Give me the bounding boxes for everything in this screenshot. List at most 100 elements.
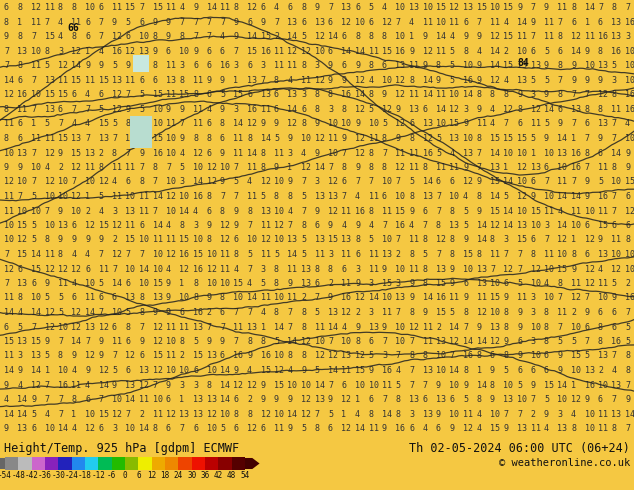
Text: 8: 8 [301,3,306,13]
Text: 8: 8 [153,424,157,433]
Text: 11: 11 [368,265,378,273]
Text: 13: 13 [342,3,351,13]
Text: 12: 12 [166,192,176,201]
Text: 14: 14 [72,62,82,71]
Text: 5: 5 [112,366,117,375]
Text: 10: 10 [342,120,351,128]
Text: 11: 11 [4,192,14,201]
Bar [138,457,152,470]
Text: 3: 3 [18,351,22,361]
Text: 6: 6 [220,134,225,143]
Text: 8: 8 [355,32,360,42]
Text: 11: 11 [85,163,95,172]
Text: 6: 6 [166,47,171,56]
Text: 11: 11 [598,279,608,288]
Text: 11: 11 [477,120,486,128]
Text: 10: 10 [450,410,460,418]
Text: 9: 9 [220,105,225,114]
Text: 7: 7 [153,381,157,390]
Text: 6: 6 [139,351,144,361]
Text: 6: 6 [328,18,333,27]
Text: 13: 13 [261,206,271,216]
Text: 14: 14 [287,337,297,346]
Text: 15: 15 [126,3,136,13]
Text: 4: 4 [287,206,292,216]
Text: 4: 4 [557,206,562,216]
Text: 14: 14 [625,410,634,418]
Text: 9: 9 [58,236,63,245]
Text: 13: 13 [139,366,149,375]
Text: 3: 3 [233,62,238,71]
Text: 3: 3 [355,265,360,273]
Text: 7: 7 [436,250,441,259]
Text: 9: 9 [328,62,333,71]
Text: 14: 14 [477,221,486,230]
Text: 14: 14 [247,148,257,157]
Text: 13: 13 [531,163,541,172]
Text: 8: 8 [233,3,238,13]
Text: 6: 6 [233,395,238,404]
Text: 6: 6 [368,337,373,346]
Text: 14: 14 [126,395,136,404]
Text: 12: 12 [517,163,527,172]
Text: 5: 5 [193,337,198,346]
Text: 9: 9 [44,337,49,346]
Text: 7: 7 [153,206,157,216]
Text: 9: 9 [585,308,590,317]
Text: 9: 9 [625,163,630,172]
Text: 8: 8 [274,192,279,201]
Text: 10: 10 [44,221,55,230]
Bar [130,116,152,148]
Text: 8: 8 [274,265,279,273]
Text: 14: 14 [571,47,581,56]
Text: 13: 13 [287,236,297,245]
Text: 11: 11 [274,47,284,56]
Text: 10: 10 [18,206,27,216]
Text: 11: 11 [409,163,419,172]
Text: 8: 8 [557,62,562,71]
Text: 5: 5 [409,177,414,187]
Text: 8: 8 [503,351,508,361]
Text: 13: 13 [531,62,541,71]
Text: 8: 8 [207,236,212,245]
Text: 4: 4 [368,221,373,230]
Text: 16: 16 [625,91,634,99]
Text: 12: 12 [207,177,216,187]
Text: 14: 14 [328,32,338,42]
Text: 6: 6 [598,18,603,27]
FancyArrow shape [245,458,259,469]
Text: 13: 13 [126,294,136,302]
Text: 3: 3 [531,294,536,302]
Text: 4: 4 [85,250,90,259]
Text: 7: 7 [612,206,616,216]
Text: 15: 15 [490,294,500,302]
Text: 9: 9 [585,192,590,201]
Text: 13: 13 [328,308,338,317]
Text: 8: 8 [179,32,184,42]
Text: 11: 11 [31,62,41,71]
Text: 9: 9 [261,395,266,404]
Text: 15: 15 [517,236,527,245]
Text: 9: 9 [314,206,320,216]
Text: 13: 13 [409,105,419,114]
Text: 7: 7 [72,177,77,187]
Text: 12: 12 [4,91,14,99]
Text: 10: 10 [396,337,406,346]
Text: 10: 10 [585,424,595,433]
Text: 3: 3 [193,221,198,230]
Text: 13: 13 [314,236,325,245]
Text: 9: 9 [422,62,427,71]
Text: 7: 7 [58,410,63,418]
Text: 11: 11 [342,250,351,259]
Text: 9: 9 [463,163,468,172]
Text: 5: 5 [598,177,603,187]
Text: 10: 10 [585,62,595,71]
Text: 6: 6 [585,221,590,230]
Text: 11: 11 [166,351,176,361]
Text: 12: 12 [409,322,419,332]
Text: 10: 10 [517,148,527,157]
Text: 12: 12 [490,337,500,346]
Text: 9: 9 [274,395,279,404]
Text: 10: 10 [328,120,338,128]
Text: 7: 7 [585,134,590,143]
